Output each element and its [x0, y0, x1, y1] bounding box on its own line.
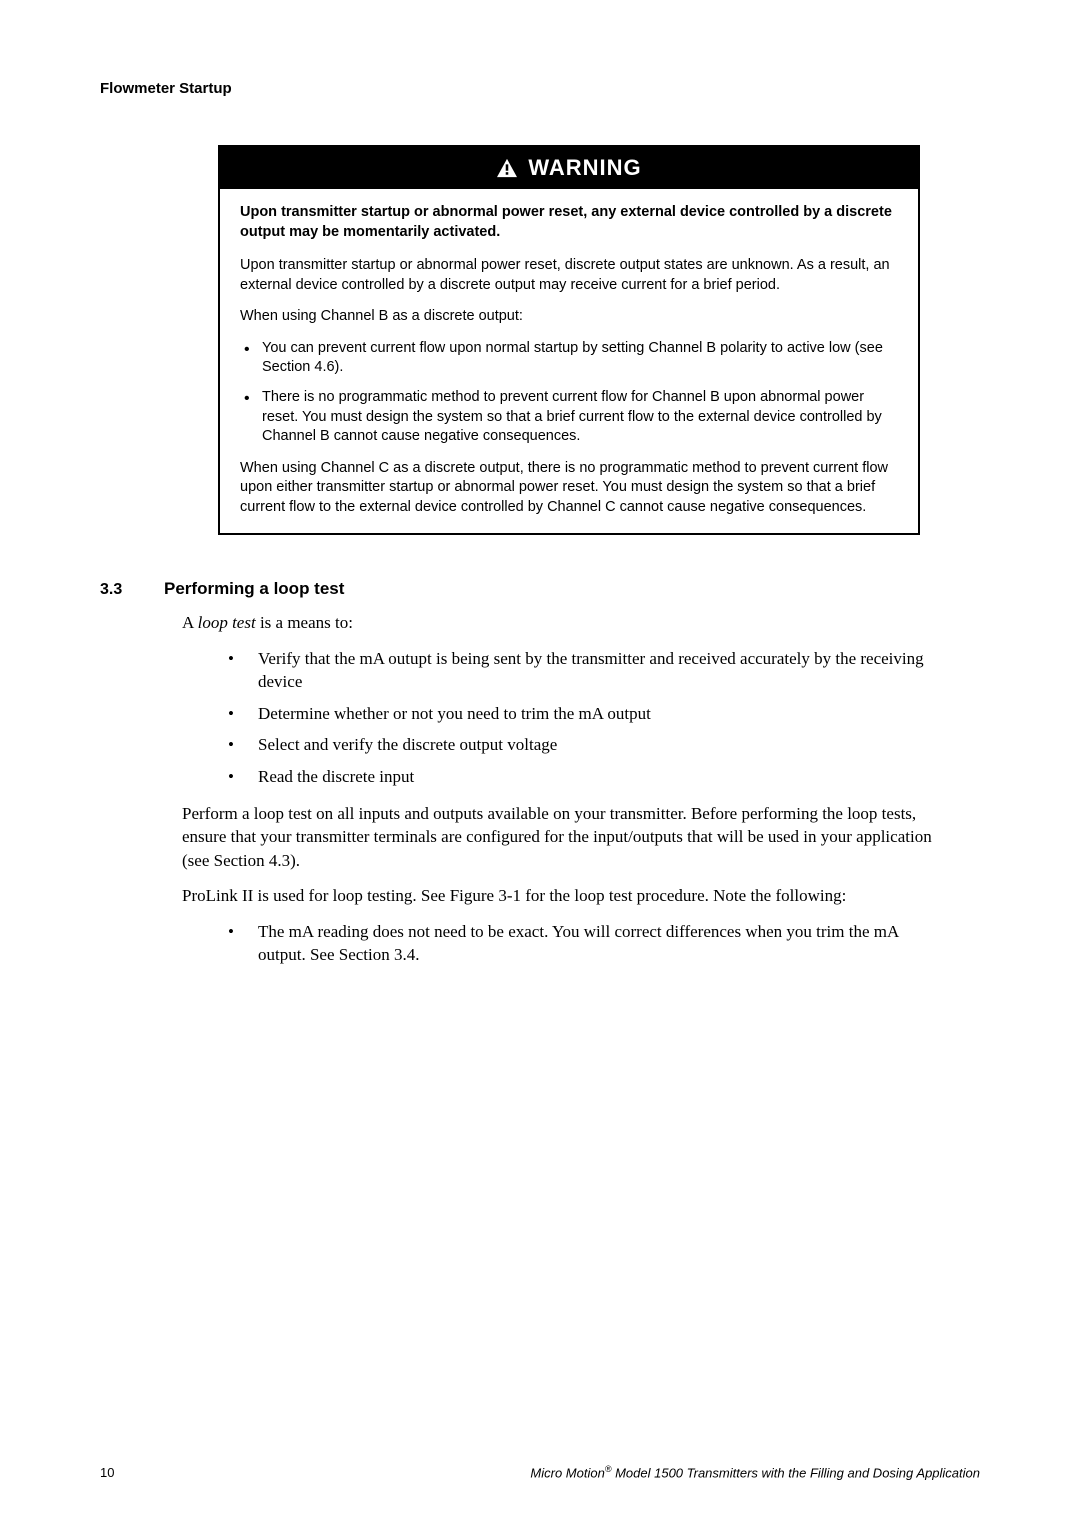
warning-bold-intro: Upon transmitter startup or abnormal pow… [240, 203, 898, 242]
warning-box: WARNING Upon transmitter startup or abno… [218, 145, 920, 535]
section-bullet: Verify that the mA outupt is being sent … [228, 647, 940, 694]
section-bullet: Read the discrete input [228, 765, 940, 788]
footer-title-suffix: Model 1500 Transmitters with the Filling… [611, 1465, 980, 1480]
section-heading-row: 3.3 Performing a loop test [100, 579, 980, 599]
section-body: A loop test is a means to: Verify that t… [182, 611, 940, 966]
section-bullet: Select and verify the discrete output vo… [228, 733, 940, 756]
footer-page-number: 10 [100, 1465, 114, 1480]
header-text: Flowmeter Startup [100, 80, 232, 97]
section-sub-bullet-list: The mA reading does not need to be exact… [182, 920, 940, 967]
warning-bullet: You can prevent current flow upon normal… [240, 339, 898, 378]
section-number: 3.3 [100, 581, 136, 599]
intro-em: loop test [198, 613, 256, 632]
warning-title-text: WARNING [528, 155, 641, 181]
warning-p3: When using Channel C as a discrete outpu… [240, 459, 898, 518]
intro-prefix: A [182, 613, 198, 632]
warning-bullet: There is no programmatic method to preve… [240, 388, 898, 447]
section-bullet-list: Verify that the mA outupt is being sent … [182, 647, 940, 788]
section-intro: A loop test is a means to: [182, 611, 940, 634]
section-bullet: Determine whether or not you need to tri… [228, 702, 940, 725]
section-p3: ProLink II is used for loop testing. See… [182, 884, 940, 907]
warning-bullet-list: You can prevent current flow upon normal… [240, 339, 898, 447]
page-footer: 10 Micro Motion® Model 1500 Transmitters… [100, 1464, 980, 1480]
intro-suffix: is a means to: [256, 613, 353, 632]
warning-p1: Upon transmitter startup or abnormal pow… [240, 256, 898, 295]
section-p2: Perform a loop test on all inputs and ou… [182, 802, 940, 872]
warning-title-bar: WARNING [220, 147, 918, 189]
footer-title: Micro Motion® Model 1500 Transmitters wi… [530, 1464, 980, 1480]
warning-triangle-icon [496, 158, 518, 178]
page-header: Flowmeter Startup [100, 80, 980, 97]
warning-body: Upon transmitter startup or abnormal pow… [220, 189, 918, 533]
section-sub-bullet: The mA reading does not need to be exact… [228, 920, 940, 967]
footer-title-prefix: Micro Motion [530, 1465, 604, 1480]
section-title: Performing a loop test [164, 579, 344, 599]
warning-p2: When using Channel B as a discrete outpu… [240, 307, 898, 327]
